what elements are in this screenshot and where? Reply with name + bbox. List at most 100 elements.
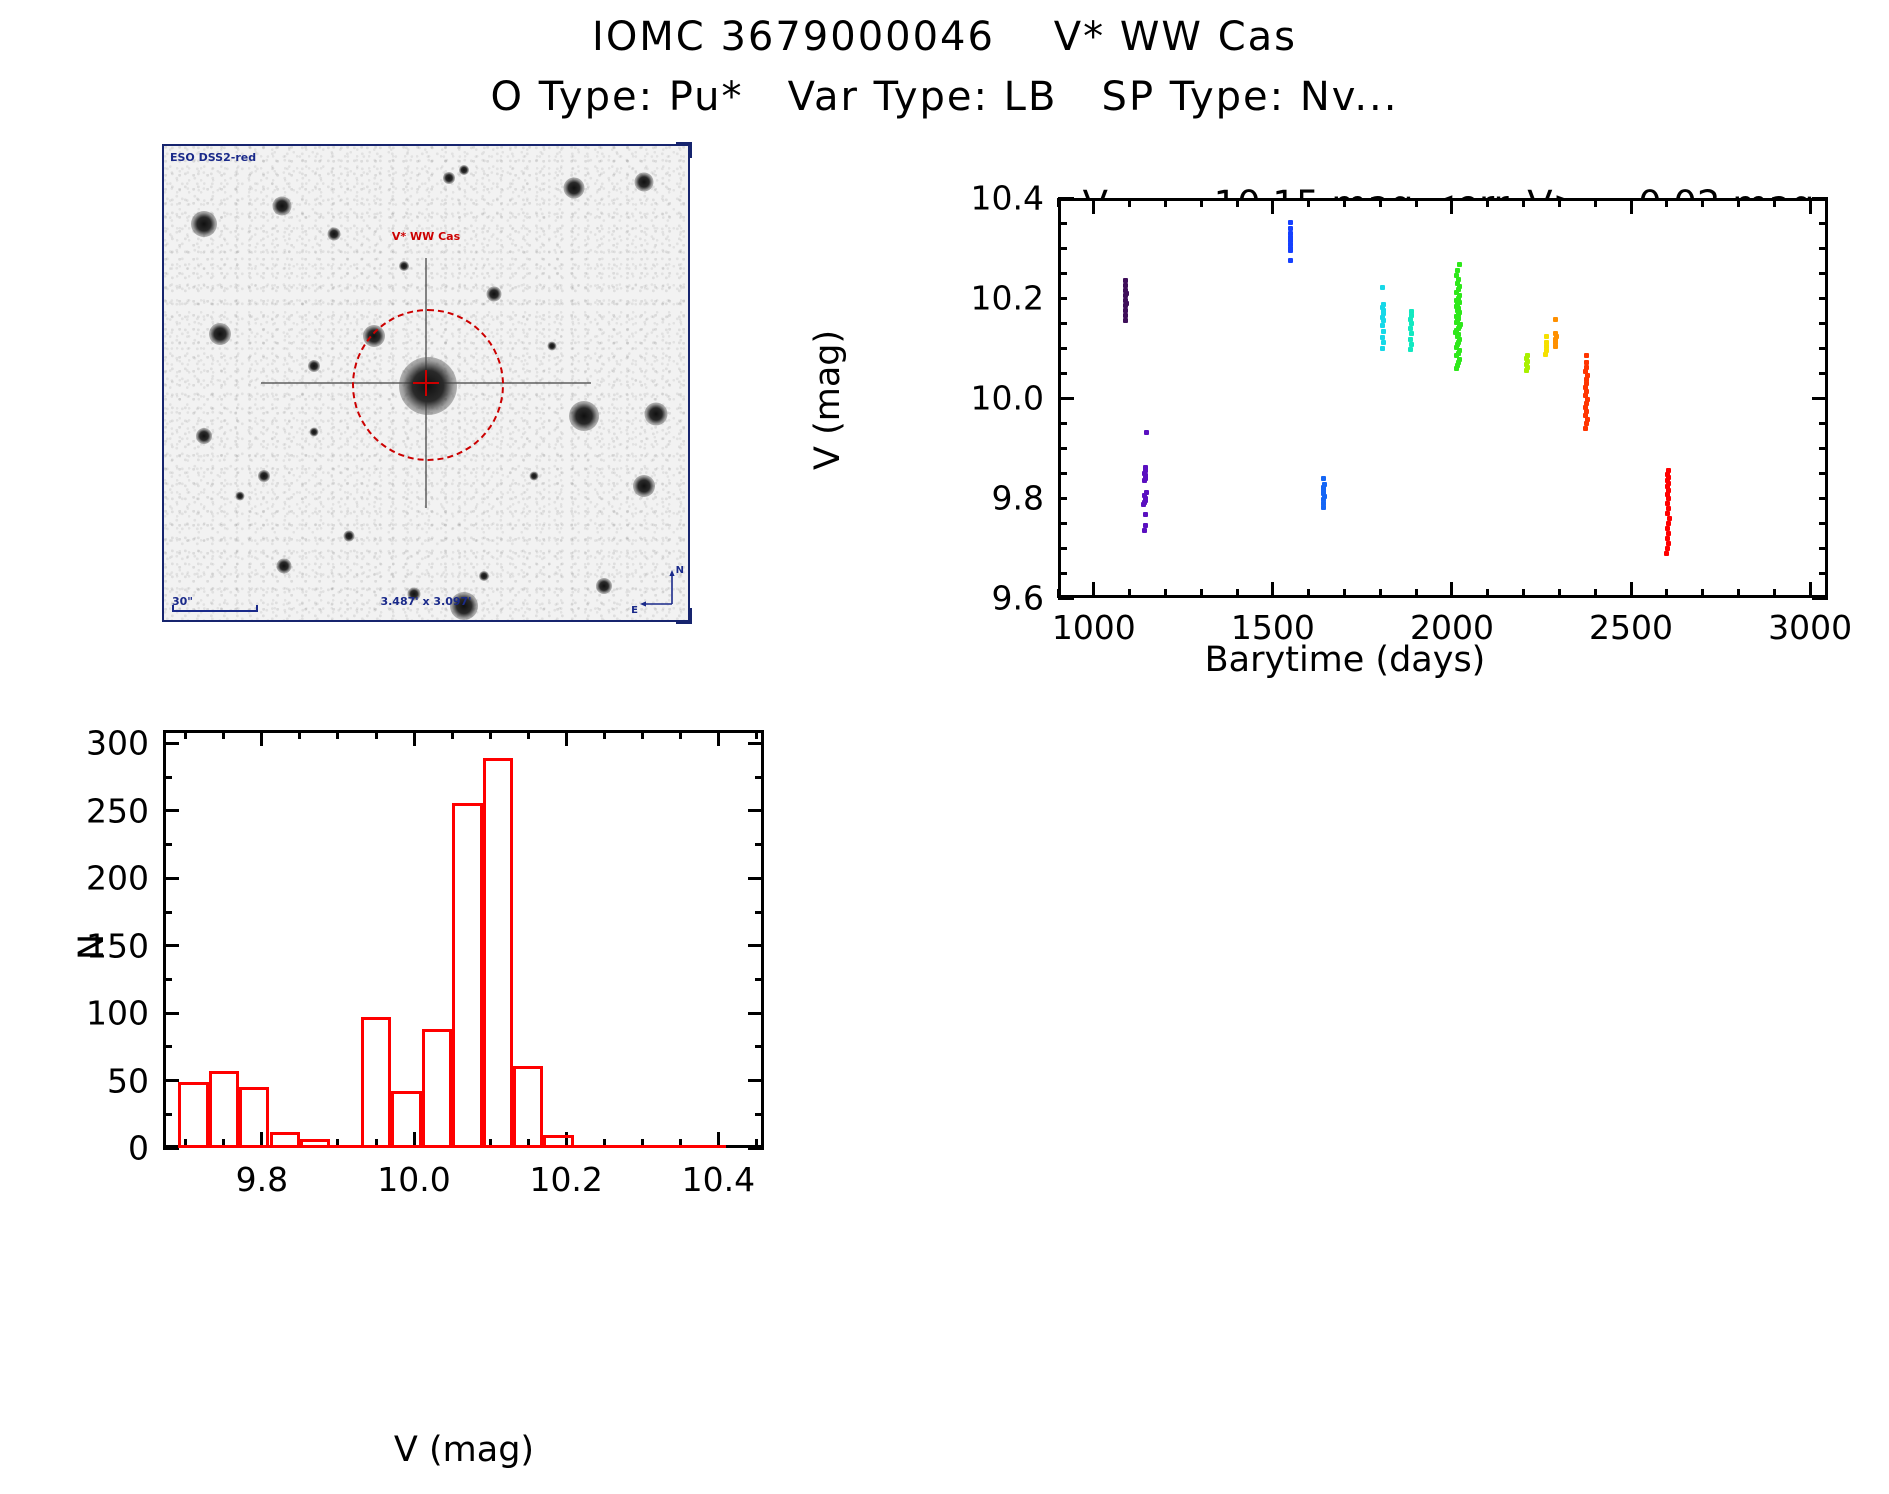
histogram-y-minor-tick-right — [755, 775, 764, 779]
field-star — [486, 286, 502, 302]
histogram-x-minor-tick — [222, 1139, 226, 1148]
lightcurve-x-minor-tick — [1665, 589, 1669, 598]
lightcurve-data-point — [1287, 238, 1293, 243]
histogram-baseline — [178, 1145, 726, 1148]
lightcurve-data-point — [1584, 372, 1590, 378]
histogram-y-tick-label: 0 — [128, 1128, 149, 1168]
lightcurve-data-point — [1584, 364, 1590, 370]
lightcurve-data-point — [1455, 286, 1461, 292]
histogram-y-minor-tick-right — [755, 1045, 764, 1049]
lightcurve-data-point — [1553, 339, 1559, 345]
histogram-x-major-tick-top — [412, 730, 416, 746]
lightcurve-data-point — [1288, 225, 1294, 231]
lightcurve-x-minor-tick — [1522, 589, 1526, 598]
lightcurve-data-point — [1379, 345, 1385, 351]
lightcurve-data-point — [1408, 308, 1414, 314]
lightcurve-data-point — [1381, 301, 1387, 307]
lightcurve-x-minor-tick-top — [1593, 198, 1597, 207]
histogram-y-minor-tick — [163, 977, 172, 981]
lightcurve-data-point — [1288, 241, 1294, 247]
histogram-x-minor-tick — [374, 1139, 378, 1148]
lightcurve-x-minor-tick — [1056, 589, 1060, 598]
lightcurve-data-point — [1122, 308, 1128, 313]
lightcurve-data-point — [1583, 412, 1589, 418]
histogram-bar — [543, 1134, 574, 1148]
lightcurve-data-point — [1457, 292, 1463, 298]
lightcurve-x-minor-tick-top — [1414, 198, 1418, 207]
histogram-y-tick-label: 200 — [86, 858, 149, 898]
lightcurve-y-minor-tick-right — [1819, 421, 1828, 425]
lightcurve-data-point — [1543, 343, 1549, 349]
lightcurve-data-point — [1287, 245, 1293, 251]
lightcurve-data-point — [1379, 323, 1385, 328]
field-star — [563, 177, 585, 199]
lightcurve-data-point — [1665, 491, 1671, 497]
histogram-y-major-tick — [163, 1146, 179, 1150]
field-star — [209, 323, 231, 345]
histogram-x-major-tick-top — [716, 730, 720, 746]
lightcurve-data-point — [1455, 295, 1461, 301]
target-crosshair-horizontal — [413, 382, 439, 384]
lightcurve-data-point — [1143, 489, 1149, 495]
lightcurve-x-major-tick — [1450, 582, 1454, 598]
lightcurve-data-point — [1454, 363, 1460, 368]
lightcurve-data-point — [1122, 303, 1128, 308]
lightcurve-x-major-tick-top — [1808, 198, 1812, 214]
lightcurve-data-point — [1664, 500, 1670, 506]
field-star — [276, 558, 292, 574]
lightcurve-data-point — [1321, 500, 1327, 506]
lightcurve-data-point — [1408, 341, 1414, 347]
lightcurve-data-point — [1380, 318, 1386, 323]
lightcurve-data-point — [1453, 365, 1459, 371]
lightcurve-data-point — [1583, 368, 1589, 374]
lightcurve-data-point — [1666, 467, 1672, 473]
histogram-x-minor-tick — [184, 1139, 188, 1148]
histogram-y-major-tick — [163, 741, 179, 745]
histogram-x-minor-tick — [640, 1139, 644, 1148]
lightcurve-y-minor-tick — [1058, 271, 1067, 275]
histogram-x-minor-tick-top — [678, 730, 682, 739]
histogram-y-major-tick-right — [748, 741, 764, 745]
lightcurve-data-point — [1143, 498, 1149, 503]
lightcurve-data-point — [1321, 487, 1327, 493]
lightcurve-data-point — [1543, 333, 1549, 339]
lightcurve-y-major-tick — [1058, 596, 1074, 600]
histogram-bar — [208, 1071, 240, 1148]
lightcurve-data-point — [1456, 339, 1462, 345]
lightcurve-data-point — [1407, 346, 1413, 352]
scalebar-line — [172, 610, 258, 612]
lightcurve-data-point — [1456, 276, 1462, 282]
lightcurve-x-minor-tick-top — [1163, 198, 1167, 207]
lightcurve-x-tick-label: 1000 — [1051, 608, 1136, 647]
lightcurve-y-minor-tick — [1058, 246, 1067, 250]
histogram-y-minor-tick — [163, 1045, 172, 1049]
lightcurve-data-point — [1321, 481, 1327, 487]
histogram-bar — [482, 758, 513, 1148]
lightcurve-x-major-tick-top — [1450, 198, 1454, 214]
lightcurve-data-point — [1287, 248, 1293, 253]
lightcurve-data-point — [1456, 347, 1462, 353]
histogram-bar — [299, 1138, 331, 1148]
field-star — [633, 475, 655, 497]
histogram-x-minor-tick — [336, 1139, 340, 1148]
field-star — [272, 196, 292, 216]
histogram-x-tick-label: 10.0 — [377, 1160, 451, 1199]
lightcurve-y-tick-label: 10.2 — [970, 278, 1044, 318]
sky-frame-corner-top-right — [676, 142, 692, 158]
field-star — [309, 427, 319, 437]
lightcurve-data-point — [1380, 339, 1386, 345]
histogram-x-minor-tick-top — [602, 730, 606, 739]
lightcurve-y-tick-label: 9.8 — [991, 478, 1044, 518]
lightcurve-x-tick-label: 2000 — [1409, 608, 1494, 647]
lightcurve-x-minor-tick-top — [1056, 198, 1060, 207]
field-star — [459, 165, 469, 175]
lightcurve-data-point — [1454, 344, 1460, 350]
lightcurve-x-major-tick-top — [1271, 198, 1275, 214]
histogram-y-tick-label: 150 — [86, 926, 149, 966]
histogram-bar — [421, 1029, 453, 1148]
lightcurve-y-minor-tick — [1058, 571, 1067, 575]
lightcurve-data-point — [1455, 359, 1461, 365]
field-star — [634, 172, 654, 192]
lightcurve-x-minor-tick-top — [1128, 198, 1132, 207]
target-name-label: V* WW Cas — [391, 230, 461, 243]
